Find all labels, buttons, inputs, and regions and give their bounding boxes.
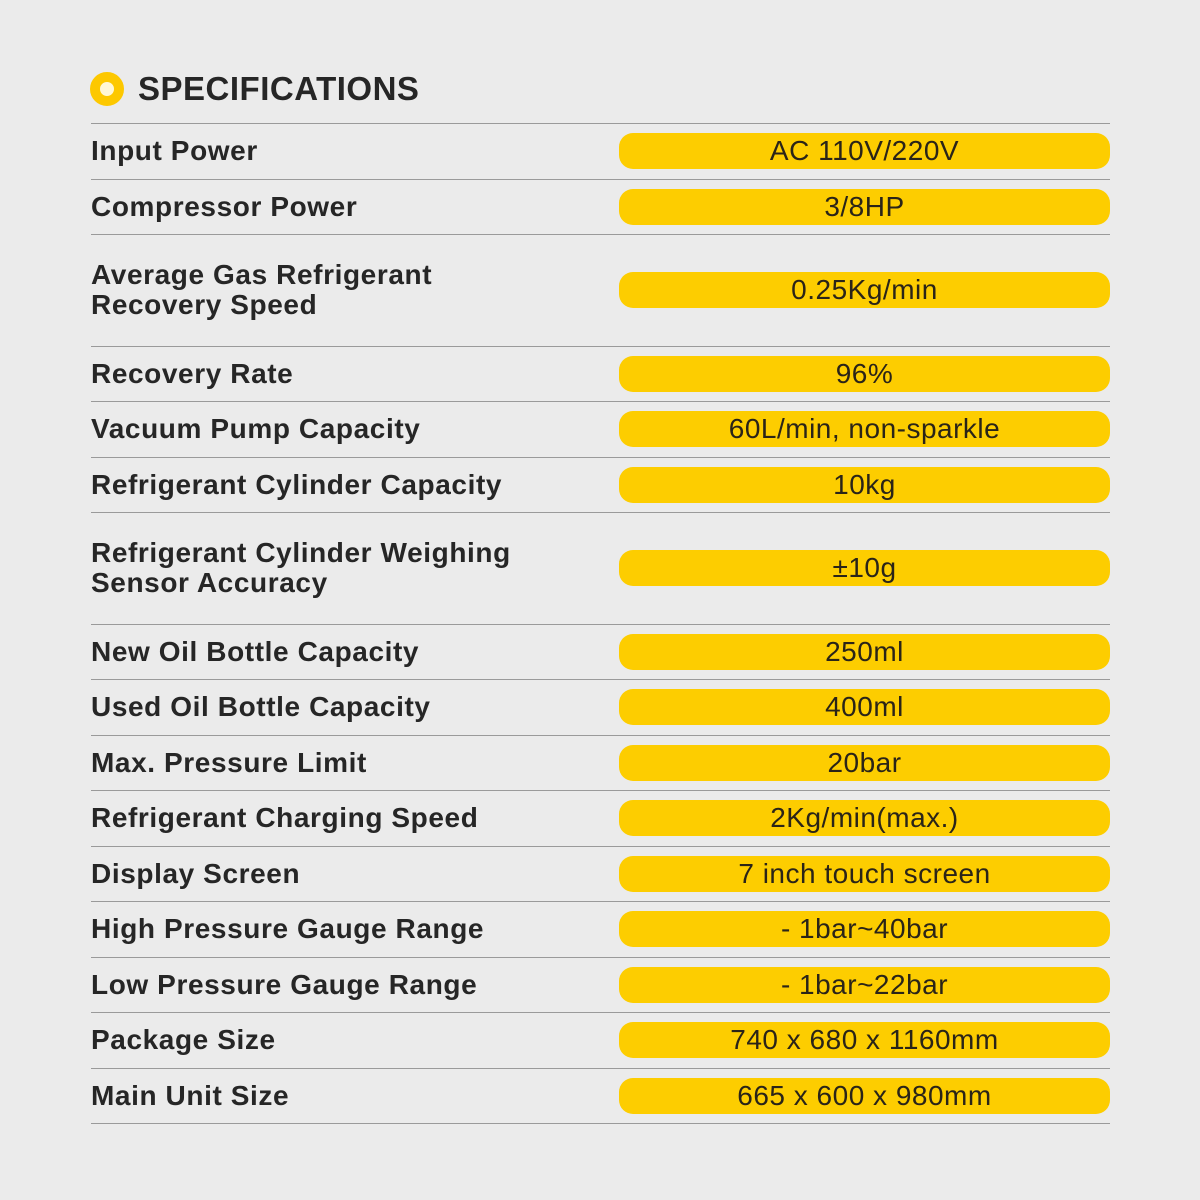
spec-label: Refrigerant Charging Speed [91, 803, 619, 833]
spec-value: - 1bar~40bar [619, 911, 1110, 948]
spec-row: Package Size 740 x 680 x 1160mm [91, 1013, 1110, 1069]
spec-label: Main Unit Size [91, 1079, 619, 1111]
spec-label: Recovery Rate [91, 357, 619, 389]
spec-label-line: Refrigerant Cylinder Weighing [91, 537, 511, 569]
spec-row: Recovery Rate 96% [91, 347, 1110, 402]
spec-label-line: Used Oil Bottle Capacity [91, 691, 431, 723]
spec-label-line: Low Pressure Gauge Range [91, 968, 478, 1000]
spec-label-line: Main Unit Size [91, 1079, 290, 1111]
spec-label: Average Gas Refrigerant Recovery Speed [91, 260, 619, 320]
spec-value: 2Kg/min(max.) [619, 800, 1110, 837]
spec-value: - 1bar~22bar [619, 966, 1110, 1003]
spec-value: 60L/min, non-sparkle [619, 411, 1110, 448]
spec-label-line: Display Screen [91, 857, 301, 889]
spec-label-line: Input Power [91, 135, 258, 167]
spec-value: 10kg [619, 466, 1110, 503]
page-title: SPECIFICATIONS [138, 70, 420, 107]
spec-value: 665 x 600 x 980mm [619, 1077, 1110, 1114]
spec-row: Main Unit Size 665 x 600 x 980mm [91, 1069, 1110, 1124]
spec-value: 96% [619, 355, 1110, 392]
spec-label-line: Package Size [91, 1024, 276, 1056]
spec-label: New Oil Bottle Capacity [91, 635, 619, 667]
spec-label-line: Recovery Speed [91, 289, 318, 321]
spec-value: 740 x 680 x 1160mm [619, 1022, 1110, 1059]
spec-label: Max. Pressure Limit [91, 746, 619, 778]
spec-value: 20bar [619, 744, 1110, 781]
spec-row: Vacuum Pump Capacity 60L/min, non-sparkle [91, 402, 1110, 458]
spec-label: Package Size [91, 1025, 619, 1055]
spec-value: 3/8HP [619, 188, 1110, 225]
spec-label: Input Power [91, 136, 619, 166]
spec-value: 400ml [619, 689, 1110, 726]
spec-value: 0.25Kg/min [619, 272, 1110, 309]
spec-label-line: Max. Pressure Limit [91, 746, 367, 778]
spec-label-line: Refrigerant Charging Speed [91, 802, 479, 834]
spec-table: Input Power AC 110V/220V Compressor Power 3… [91, 123, 1110, 1124]
spec-label: Refrigerant Cylinder Weighing Sensor Accu… [91, 538, 619, 598]
spec-row: Refrigerant Cylinder Capacity 10kg [91, 458, 1110, 513]
spec-label: Vacuum Pump Capacity [91, 414, 619, 444]
spec-row: High Pressure Gauge Range - 1bar~40bar [91, 902, 1110, 958]
spec-label-line: Sensor Accuracy [91, 567, 328, 599]
circle-ring-icon [90, 72, 124, 106]
spec-row: Compressor Power 3/8HP [91, 180, 1110, 235]
spec-value: 7 inch touch screen [619, 855, 1110, 892]
spec-row: Average Gas Refrigerant Recovery Speed 0.2… [91, 235, 1110, 347]
spec-label-line: Average Gas Refrigerant [91, 259, 433, 291]
spec-label: Low Pressure Gauge Range [91, 968, 619, 1000]
spec-label: Display Screen [91, 857, 619, 889]
spec-label: High Pressure Gauge Range [91, 914, 619, 944]
spec-row: Max. Pressure Limit 20bar [91, 736, 1110, 791]
spec-label: Compressor Power [91, 190, 619, 222]
section-header: SPECIFICATIONS [90, 68, 419, 110]
spec-row: Input Power AC 110V/220V [91, 124, 1110, 180]
spec-row: New Oil Bottle Capacity 250ml [91, 625, 1110, 680]
spec-label-line: Compressor Power [91, 190, 358, 222]
spec-label-line: Refrigerant Cylinder Capacity [91, 468, 503, 500]
spec-row: Low Pressure Gauge Range - 1bar~22bar [91, 958, 1110, 1013]
spec-label: Used Oil Bottle Capacity [91, 692, 619, 722]
spec-label-line: New Oil Bottle Capacity [91, 635, 420, 667]
spec-row: Refrigerant Cylinder Weighing Sensor Accu… [91, 513, 1110, 625]
spec-value: 250ml [619, 633, 1110, 670]
spec-label-line: Recovery Rate [91, 357, 294, 389]
spec-label: Refrigerant Cylinder Capacity [91, 468, 619, 500]
spec-row: Used Oil Bottle Capacity 400ml [91, 680, 1110, 736]
spec-value: AC 110V/220V [619, 133, 1110, 170]
spec-row: Refrigerant Charging Speed 2Kg/min(max.) [91, 791, 1110, 847]
spec-label-line: High Pressure Gauge Range [91, 913, 485, 945]
spec-row: Display Screen 7 inch touch screen [91, 847, 1110, 902]
spec-label-line: Vacuum Pump Capacity [91, 413, 421, 445]
spec-value: ±10g [619, 550, 1110, 587]
